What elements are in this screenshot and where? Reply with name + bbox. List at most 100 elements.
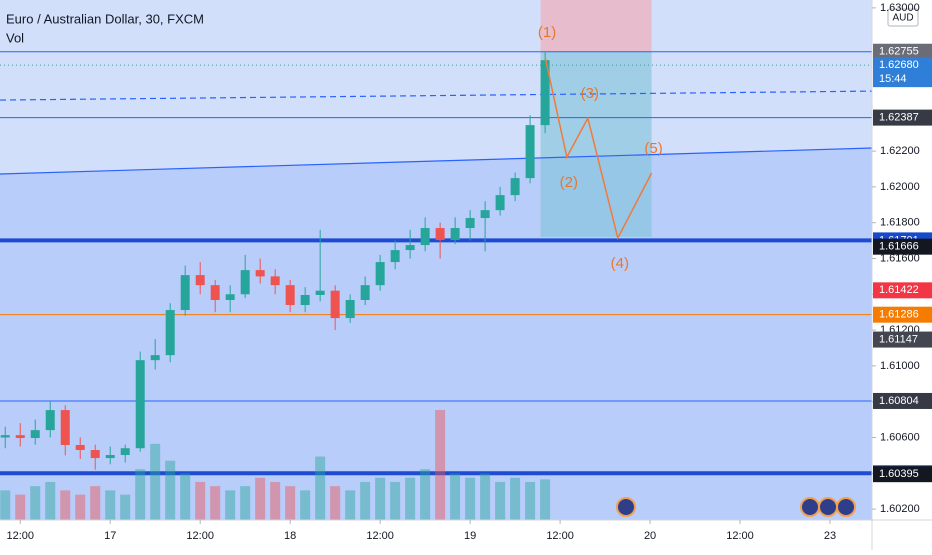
event-icon[interactable] — [818, 497, 838, 517]
candle-body — [360, 285, 370, 301]
volume-bar — [150, 443, 161, 520]
wave-label: (1) — [538, 24, 556, 41]
candle-body — [240, 270, 250, 295]
candle-body — [480, 210, 490, 219]
volume-bar — [105, 490, 116, 520]
x-tick-label: 12:00 — [186, 530, 214, 542]
x-tick-label: 12:00 — [726, 530, 754, 542]
candle-body — [435, 228, 445, 241]
y-tick-label: 1.60600 — [880, 431, 920, 443]
wave-line — [544, 56, 653, 241]
stop-zone — [540, 0, 652, 52]
volume-bar — [420, 469, 431, 520]
candle-body — [465, 218, 475, 229]
volume-bar — [165, 460, 176, 520]
volume-bar — [315, 456, 326, 520]
candle-body — [0, 435, 10, 438]
upper-zone — [0, 0, 872, 174]
candle-body — [60, 410, 70, 445]
volume-bar — [120, 494, 131, 520]
price-label: 1.62680 — [879, 59, 919, 71]
candle-body — [165, 310, 175, 356]
price-label: 1.62755 — [879, 46, 919, 58]
candle-body — [75, 444, 85, 451]
event-icons[interactable] — [616, 497, 856, 517]
x-tick-label: 19 — [464, 530, 476, 542]
candle-body — [495, 195, 505, 211]
volume-bar — [435, 410, 446, 520]
volume-bar — [525, 481, 536, 520]
target-zone — [540, 51, 652, 237]
candle-body — [105, 455, 115, 459]
y-tick-label: 1.61800 — [880, 217, 920, 229]
candle-body — [150, 355, 160, 361]
currency[interactable]: AUD — [892, 13, 913, 24]
volume-bar — [465, 477, 476, 520]
chart-title: Euro / Australian Dollar, 30, FXCM — [6, 11, 204, 26]
price-label: 1.60804 — [879, 395, 919, 407]
candle-body — [345, 300, 355, 319]
volume-bar — [390, 481, 401, 520]
price-label-box — [873, 43, 932, 60]
candle-body — [195, 275, 205, 286]
candle-body — [390, 250, 400, 263]
wave-label: (5) — [644, 140, 662, 157]
volume-bar — [405, 477, 416, 520]
volume-bar — [15, 494, 26, 520]
x-tick-label: 23 — [824, 530, 836, 542]
trendline — [0, 90, 872, 101]
event-icon[interactable] — [836, 497, 856, 517]
volume-bar — [135, 469, 146, 520]
price-label: 1.61286 — [879, 309, 919, 321]
event-icon[interactable] — [800, 497, 820, 517]
candle-body — [30, 430, 40, 439]
price-label-box — [873, 306, 932, 323]
candle-body — [15, 435, 25, 439]
price-label-box — [873, 466, 932, 483]
volume-bar — [90, 486, 101, 520]
volume-bar — [180, 473, 191, 520]
volume-bar — [195, 481, 206, 520]
x-tick-label: 12:00 — [546, 530, 574, 542]
volume-bar — [540, 479, 551, 520]
x-tick-label: 12:00 — [366, 530, 394, 542]
volume-bar — [375, 477, 386, 520]
candle-body — [330, 290, 340, 319]
candle-body — [180, 275, 190, 311]
countdown: 15:44 — [879, 73, 907, 85]
x-tick-label: 18 — [284, 530, 296, 542]
candle-body — [255, 270, 265, 277]
y-tick-label: 1.61000 — [880, 360, 920, 372]
volume-bar — [345, 490, 356, 520]
volume-bar — [495, 481, 506, 520]
price-label-box — [873, 57, 932, 88]
trendline — [0, 147, 872, 175]
candle-body — [540, 60, 550, 126]
volume-bar — [300, 490, 311, 520]
candle-body — [270, 276, 280, 286]
candle-body — [210, 285, 220, 301]
volume-bar — [270, 481, 281, 520]
candle-body — [510, 178, 520, 196]
x-tick-label: 20 — [644, 530, 656, 542]
candle-body — [120, 448, 130, 456]
currency-box[interactable] — [887, 8, 919, 27]
volume-bar — [240, 486, 251, 520]
candle-body — [225, 294, 235, 301]
wave-label: (4) — [611, 255, 629, 272]
candle-body — [315, 290, 325, 295]
volume-bar — [510, 477, 521, 520]
x-tick-label: 17 — [104, 530, 116, 542]
candle-body — [405, 245, 415, 251]
volume-bar — [285, 486, 296, 520]
x-tick-label: 12:00 — [6, 530, 34, 542]
y-tick-label: 1.62200 — [880, 145, 920, 157]
volume-bar — [0, 490, 11, 520]
volume-bar — [450, 473, 461, 520]
event-icon[interactable] — [616, 497, 636, 517]
volume-bar — [360, 481, 371, 520]
price-label-box — [873, 392, 932, 409]
wave-label: (3) — [581, 85, 599, 102]
y-tick-label: 1.60200 — [880, 503, 920, 515]
